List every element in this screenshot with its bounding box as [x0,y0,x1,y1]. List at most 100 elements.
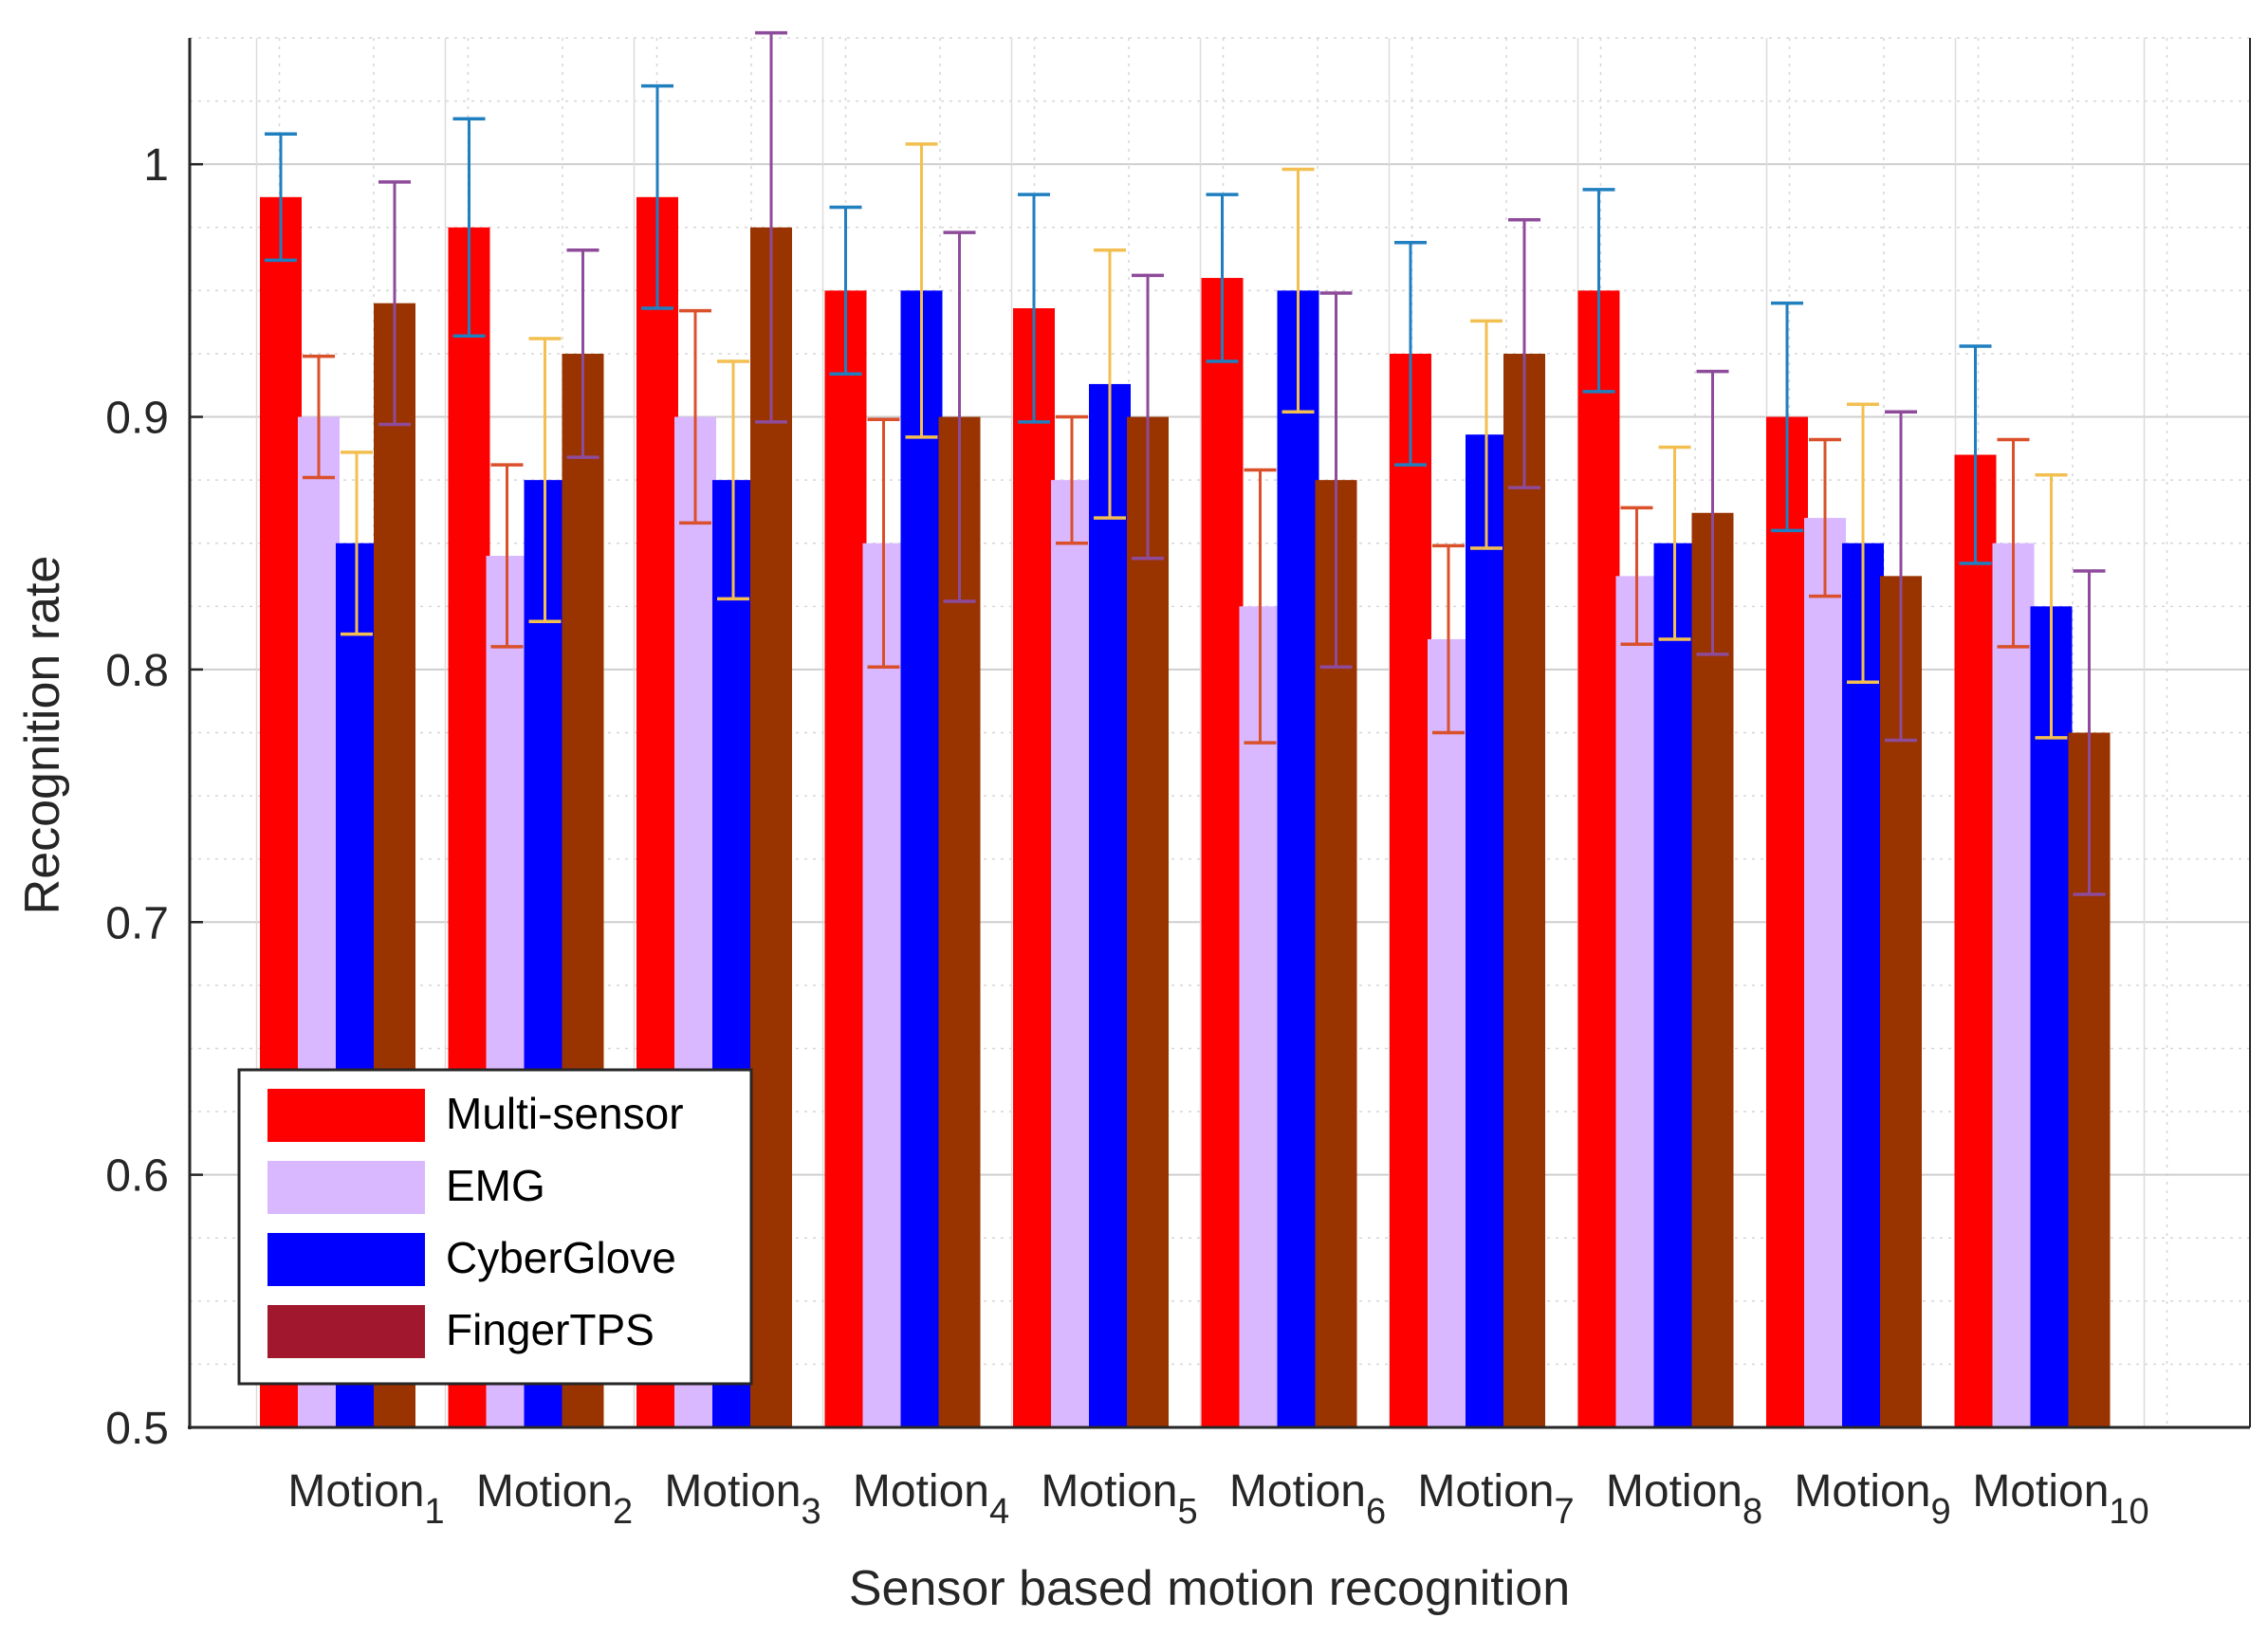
x-tick-label-7: Motion7 [1417,1466,1574,1532]
error-bar-fingertps-2 [566,248,599,459]
legend-swatch-emg [267,1161,425,1214]
x-tick-label-2: Motion2 [476,1466,633,1532]
x-tick-label-8: Motion8 [1606,1466,1762,1532]
legend-swatch-fingertps [267,1305,425,1358]
error-bar-cyberglove-4 [905,142,938,439]
error-bar-fingertps-9 [1885,410,1917,743]
x-tick-label-subscript: 4 [989,1492,1009,1532]
y-tick-label: 0.6 [105,1151,169,1202]
bar-multi-sensor-6 [1201,278,1244,1428]
error-bar-fingertps-10 [2073,569,2106,896]
bar-emg-4 [862,543,905,1427]
error-bar-cyberglove-3 [717,359,749,601]
error-bar-multi-sensor-7 [1394,241,1427,467]
x-tick-label-subscript: 7 [1554,1492,1574,1532]
error-bar-emg-1 [303,354,335,480]
legend-label-emg: EMG [446,1161,545,1210]
bar-emg-9 [1804,518,1846,1427]
error-bar-fingertps-3 [755,30,787,424]
error-bar-fingertps-7 [1508,218,1540,489]
x-tick-label-base: Motion [1606,1466,1742,1517]
error-bar-multi-sensor-6 [1206,193,1239,363]
error-bar-cyberglove-2 [528,337,562,624]
bar-cyberglove-10 [2030,606,2073,1427]
x-tick-label-4: Motion4 [853,1466,1009,1532]
error-bar-emg-5 [1056,414,1088,545]
error-bar-emg-6 [1244,468,1277,745]
bar-multi-sensor-5 [1013,308,1055,1428]
error-bar-emg-8 [1620,506,1653,647]
bar-emg-5 [1051,480,1093,1427]
bar-cyberglove-5 [1089,383,1131,1427]
bar-fingertps-7 [1503,353,1545,1427]
x-tick-label-subscript: 9 [1930,1492,1950,1532]
bars-layer [260,196,2111,1428]
bar-multi-sensor-4 [824,290,867,1427]
legend-label-multi-sensor: Multi-sensor [446,1089,684,1138]
error-bar-multi-sensor-5 [1018,193,1050,424]
y-tick-label: 0.9 [105,394,169,444]
error-bar-cyberglove-8 [1658,445,1691,641]
x-tick-label-subscript: 5 [1177,1492,1197,1532]
error-bar-fingertps-6 [1319,291,1353,669]
bar-multi-sensor-10 [1954,454,1997,1427]
bar-fingertps-8 [1691,512,1734,1427]
y-axis-title: Recognition rate [15,556,70,915]
bar-emg-7 [1428,638,1469,1427]
x-axis-title: Sensor based motion recognition [849,1561,1570,1616]
x-tick-label-base: Motion [287,1466,424,1517]
x-tick-label-base: Motion [1794,1466,1930,1517]
x-tick-label-base: Motion [1972,1466,2109,1517]
error-bar-emg-3 [679,308,711,525]
error-bar-emg-2 [490,463,524,649]
legend-label-cyberglove: CyberGlove [446,1233,676,1282]
error-bars-layer [265,30,2106,896]
x-tick-label-base: Motion [476,1466,613,1517]
error-bar-cyberglove-6 [1282,167,1315,414]
x-tick-label-subscript: 8 [1742,1492,1762,1532]
x-tick-label-1: Motion1 [287,1466,444,1532]
error-bar-emg-7 [1432,543,1465,735]
y-tick-label: 0.7 [105,898,169,948]
bar-multi-sensor-7 [1390,353,1431,1427]
error-bar-fingertps-5 [1132,273,1164,561]
bar-cyberglove-9 [1842,543,1884,1427]
error-bar-fingertps-8 [1696,369,1729,656]
error-bar-cyberglove-7 [1470,319,1503,550]
x-tick-label-6: Motion6 [1229,1466,1386,1532]
bar-cyberglove-4 [900,290,943,1427]
x-tick-label-base: Motion [1229,1466,1366,1517]
x-tick-label-9: Motion9 [1794,1466,1950,1532]
legend-swatch-cyberglove [267,1233,425,1286]
bar-cyberglove-7 [1466,434,1507,1427]
y-tick-label: 0.5 [105,1404,169,1454]
axes-layer [188,38,2251,1429]
bar-cyberglove-8 [1653,543,1696,1427]
error-bar-cyberglove-5 [1094,248,1126,520]
error-bar-cyberglove-1 [341,451,373,636]
legend-label-fingertps: FingerTPS [446,1305,655,1354]
x-tick-label-3: Motion3 [664,1466,821,1532]
bar-emg-8 [1615,576,1658,1427]
bar-fingertps-3 [750,227,792,1428]
x-tick-label-subscript: 10 [2109,1492,2148,1532]
error-bar-cyberglove-9 [1847,402,1879,684]
error-bar-cyberglove-10 [2035,473,2068,740]
error-bar-multi-sensor-8 [1582,188,1615,394]
x-tick-label-subscript: 6 [1366,1492,1386,1532]
error-bar-emg-9 [1809,437,1841,598]
bar-multi-sensor-8 [1577,290,1620,1427]
error-bar-emg-10 [1997,437,2030,649]
error-bar-multi-sensor-10 [1959,344,1992,565]
error-bar-fingertps-1 [378,180,411,427]
legend-swatch-multi-sensor [267,1089,425,1142]
x-tick-label-subscript: 2 [613,1492,633,1532]
error-bar-multi-sensor-1 [265,132,297,263]
x-tick-label-subscript: 1 [424,1492,444,1532]
bar-emg-10 [1992,543,2035,1427]
x-tick-label-5: Motion5 [1041,1466,1197,1532]
bar-fingertps-5 [1127,416,1169,1428]
error-bar-multi-sensor-3 [641,83,673,310]
